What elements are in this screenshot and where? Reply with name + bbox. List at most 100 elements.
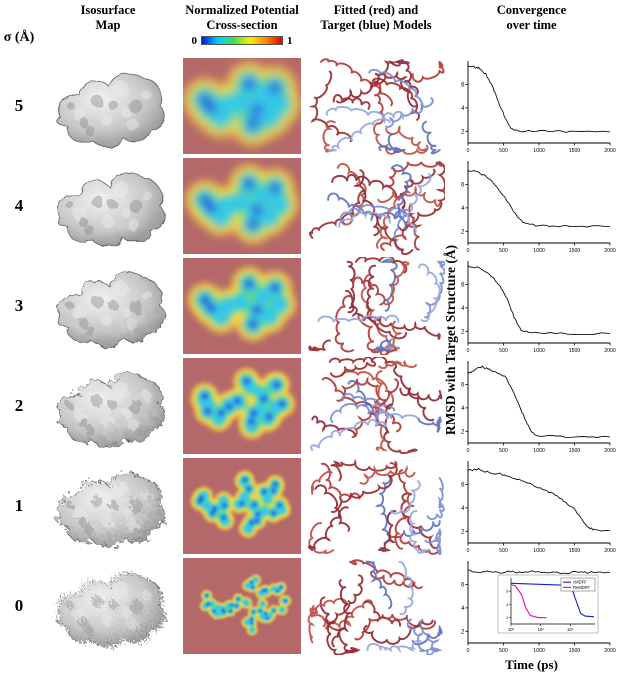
svg-text:1500: 1500: [569, 448, 581, 454]
fitted-target-model-sigma-0: [306, 556, 446, 656]
svg-text:1500: 1500: [569, 248, 581, 254]
colorbar-max-label: 1: [287, 34, 293, 47]
colorbar-row: 0 1: [178, 35, 306, 48]
column-header-models-text: Fitted (red) and Target (blue) Models: [320, 3, 432, 32]
column-header-potential-text: Normalized Potential Cross-section: [185, 3, 299, 32]
svg-text:1000: 1000: [533, 648, 545, 654]
svg-text:500: 500: [499, 248, 508, 254]
protein-ribbon-image: [307, 559, 443, 655]
convergence-plot-image: 2 4 6 0 500 1000 1500 2000: [461, 160, 616, 254]
convergence-plot-sigma-0: 2 4 6 0 500 1000 1500 2000 2 4 6 10² 10³ 10⁴ cMDFF ReMD…: [446, 556, 617, 656]
svg-text:1000: 1000: [533, 548, 545, 554]
potential-cross-section-sigma-5: [178, 56, 306, 156]
svg-text:1500: 1500: [569, 548, 581, 554]
convergence-plot-image: 2 4 6 0 500 1000 1500 2000 2 4 6 10² 10³ 10⁴ cMDFFReMD…: [461, 560, 616, 654]
svg-text:1000: 1000: [533, 148, 545, 154]
potential-heatmap-image: [183, 158, 301, 254]
svg-text:500: 500: [499, 448, 508, 454]
svg-text:2000: 2000: [604, 648, 616, 654]
svg-text:2000: 2000: [604, 248, 616, 254]
isosurface-image: [56, 572, 166, 648]
svg-text:6: 6: [461, 82, 465, 88]
svg-text:0: 0: [467, 348, 470, 354]
column-header-potential: Normalized Potential Cross-section 0 1: [178, 0, 306, 56]
fitted-target-model-sigma-4: [306, 156, 446, 256]
svg-text:0: 0: [467, 448, 470, 454]
potential-heatmap-image: [183, 458, 301, 554]
svg-text:6: 6: [461, 482, 465, 488]
sigma-label-4: 4: [14, 196, 24, 215]
potential-cross-section-sigma-1: [178, 456, 306, 556]
potential-cross-section-sigma-2: [178, 356, 306, 456]
svg-text:0: 0: [467, 148, 470, 154]
svg-text:2000: 2000: [604, 148, 616, 154]
sigma-label-3: 3: [14, 296, 24, 315]
convergence-plot-image: 2 4 6 0 500 1000 1500 2000: [461, 260, 616, 354]
isosurface-image: [56, 172, 166, 248]
svg-text:2: 2: [461, 629, 465, 635]
sigma-label-5: 5: [14, 96, 24, 115]
svg-text:4: 4: [461, 105, 465, 111]
fitted-target-model-sigma-5: [306, 56, 446, 156]
svg-text:500: 500: [499, 648, 508, 654]
svg-text:1000: 1000: [533, 348, 545, 354]
fitted-target-model-sigma-3: [306, 256, 446, 356]
svg-text:1000: 1000: [533, 448, 545, 454]
isosurface-map-sigma-0: [38, 556, 178, 656]
svg-text:500: 500: [499, 348, 508, 354]
svg-text:1500: 1500: [569, 148, 581, 154]
svg-text:4: 4: [461, 605, 465, 611]
svg-text:4: 4: [461, 405, 465, 411]
colorbar: [201, 36, 283, 46]
svg-text:2: 2: [461, 129, 465, 135]
svg-text:6: 6: [506, 588, 509, 593]
svg-text:ReMDFF: ReMDFF: [573, 584, 590, 589]
sigma-label-1: 1: [14, 496, 24, 515]
svg-text:6: 6: [461, 582, 465, 588]
protein-ribbon-image: [308, 257, 445, 355]
isosurface-image: [56, 272, 166, 348]
svg-text:1500: 1500: [569, 648, 581, 654]
fitted-target-model-sigma-2: [306, 356, 446, 456]
svg-text:2000: 2000: [604, 548, 616, 554]
protein-ribbon-image: [310, 357, 443, 455]
svg-text:1000: 1000: [533, 248, 545, 254]
potential-cross-section-sigma-0: [178, 556, 306, 656]
svg-text:2: 2: [461, 529, 465, 535]
convergence-plot-sigma-2: 2 4 6 0 500 1000 1500 2000: [446, 356, 617, 456]
svg-text:6: 6: [461, 182, 465, 188]
potential-heatmap-image: [183, 358, 301, 454]
svg-text:10⁴: 10⁴: [567, 627, 574, 632]
svg-text:4: 4: [461, 505, 465, 511]
potential-cross-section-sigma-3: [178, 256, 306, 356]
svg-text:1500: 1500: [569, 348, 581, 354]
svg-text:2000: 2000: [604, 348, 616, 354]
svg-text:2000: 2000: [604, 448, 616, 454]
svg-text:2: 2: [461, 429, 465, 435]
isosurface-image: [56, 472, 166, 548]
svg-text:4: 4: [461, 305, 465, 311]
potential-heatmap-image: [183, 258, 301, 354]
svg-text:6: 6: [461, 382, 465, 388]
svg-text:0: 0: [467, 648, 470, 654]
svg-text:4: 4: [461, 205, 465, 211]
convergence-plot-sigma-4: 2 4 6 0 500 1000 1500 2000: [446, 156, 617, 256]
svg-text:2: 2: [506, 614, 509, 619]
convergence-plot-sigma-3: 2 4 6 0 500 1000 1500 2000: [446, 256, 617, 356]
sigma-column-header: σ (Å): [3, 30, 35, 45]
isosurface-image: [56, 372, 166, 448]
fitted-target-model-sigma-1: [306, 456, 446, 556]
column-header-convergence-text: Convergence over time: [496, 3, 567, 32]
svg-text:2: 2: [461, 229, 465, 235]
potential-heatmap-image: [183, 58, 301, 154]
isosurface-map-sigma-5: [38, 56, 178, 156]
potential-cross-section-sigma-4: [178, 156, 306, 256]
svg-text:2: 2: [461, 329, 465, 335]
rmsd-axis-label: RMSD with Target Structure (Å): [443, 244, 458, 436]
convergence-plot-image: 2 4 6 0 500 1000 1500 2000: [461, 460, 616, 554]
time-axis-label: Time (ps): [505, 657, 558, 672]
column-header-isosurface-text: Isosurface Map: [80, 3, 136, 32]
colorbar-min-label: 0: [191, 34, 198, 47]
svg-text:10³: 10³: [538, 627, 545, 632]
column-header-convergence: Convergence over time: [446, 0, 617, 56]
